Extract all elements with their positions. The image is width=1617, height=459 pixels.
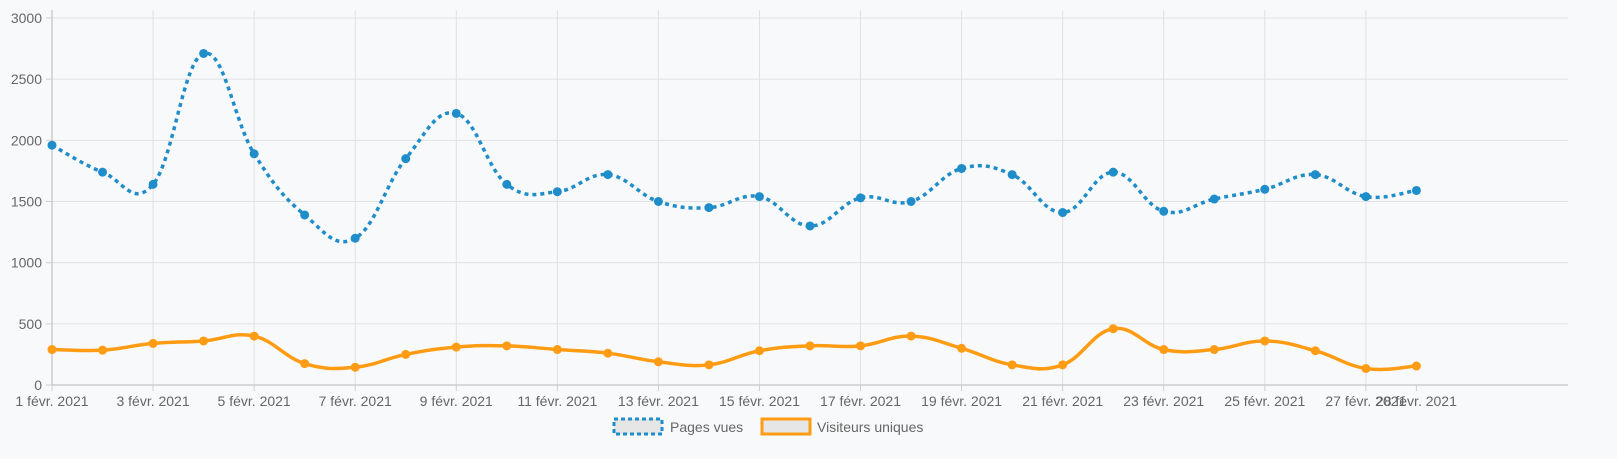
data-point bbox=[1058, 208, 1068, 218]
y-tick-label: 1500 bbox=[11, 194, 42, 210]
data-point bbox=[451, 108, 461, 118]
data-point bbox=[148, 179, 158, 189]
x-tick-label: 9 févr. 2021 bbox=[420, 393, 493, 409]
data-point bbox=[300, 359, 310, 369]
data-point bbox=[906, 331, 916, 341]
data-point bbox=[1058, 360, 1068, 370]
x-tick-label: 15 févr. 2021 bbox=[719, 393, 800, 409]
series-pages-vues bbox=[47, 48, 1421, 244]
data-point bbox=[451, 342, 461, 352]
data-point bbox=[1209, 345, 1219, 355]
data-point bbox=[1310, 346, 1320, 356]
data-point bbox=[1361, 363, 1371, 373]
x-tick-label: 11 févr. 2021 bbox=[517, 393, 597, 409]
data-point bbox=[856, 193, 866, 203]
data-point bbox=[1007, 170, 1017, 180]
data-point bbox=[754, 192, 764, 202]
data-point bbox=[552, 187, 562, 197]
series-group bbox=[47, 48, 1421, 373]
legend-label: Pages vues bbox=[670, 419, 743, 435]
data-point bbox=[502, 341, 512, 351]
y-tick-label: 2500 bbox=[11, 71, 42, 87]
data-point bbox=[906, 197, 916, 206]
y-tick-label: 0 bbox=[34, 377, 42, 393]
data-point bbox=[653, 357, 663, 367]
data-point bbox=[502, 179, 512, 189]
x-tick-label: 5 févr. 2021 bbox=[218, 393, 291, 409]
data-point bbox=[856, 341, 866, 351]
data-point bbox=[957, 163, 967, 173]
x-tick-label: 25 févr. 2021 bbox=[1224, 393, 1305, 409]
data-point bbox=[1411, 185, 1421, 195]
x-tick-label: 17 févr. 2021 bbox=[820, 393, 901, 409]
legend-swatch bbox=[612, 417, 664, 436]
data-point bbox=[754, 346, 764, 356]
data-point bbox=[249, 331, 259, 341]
legend[interactable]: Pages vues Visiteurs uniques bbox=[612, 417, 923, 436]
data-point bbox=[552, 345, 562, 355]
data-point bbox=[603, 348, 613, 358]
data-point bbox=[199, 48, 209, 58]
data-point bbox=[148, 338, 158, 348]
grid bbox=[51, 10, 1568, 386]
data-point bbox=[47, 345, 57, 355]
data-point bbox=[1108, 324, 1118, 334]
x-tick-label: 13 févr. 2021 bbox=[618, 393, 699, 409]
data-point bbox=[1159, 345, 1169, 355]
x-tick-label: 19 févr. 2021 bbox=[921, 393, 1002, 409]
data-point bbox=[1361, 192, 1371, 202]
data-point bbox=[1007, 360, 1017, 370]
x-tick-label: 28 févr. 2021 bbox=[1376, 393, 1457, 409]
x-axis-ticks: 1 févr. 2021 3 févr. 2021 5 févr. 2021 7 fé… bbox=[15, 385, 1457, 409]
data-point bbox=[704, 203, 714, 213]
data-point bbox=[1209, 194, 1219, 204]
data-point bbox=[300, 210, 310, 220]
legend-item-pages-vues[interactable]: Pages vues bbox=[612, 417, 743, 436]
data-point bbox=[350, 233, 360, 243]
data-point bbox=[350, 362, 360, 372]
data-point bbox=[653, 197, 663, 206]
data-point bbox=[47, 140, 57, 150]
data-point bbox=[1159, 206, 1169, 216]
x-tick-label: 3 févr. 2021 bbox=[116, 393, 189, 409]
x-tick-label: 7 févr. 2021 bbox=[319, 393, 392, 409]
data-point bbox=[704, 360, 714, 370]
data-point bbox=[249, 149, 259, 159]
y-tick-label: 500 bbox=[19, 316, 43, 332]
data-point bbox=[98, 345, 108, 355]
y-tick-label: 1000 bbox=[11, 255, 42, 271]
legend-label: Visiteurs uniques bbox=[817, 419, 923, 435]
y-tick-label: 2000 bbox=[11, 132, 42, 148]
data-point bbox=[1411, 361, 1421, 371]
data-point bbox=[401, 349, 411, 359]
data-point bbox=[805, 221, 815, 231]
data-point bbox=[199, 336, 209, 346]
series-visiteurs-uniques bbox=[47, 324, 1421, 373]
data-point bbox=[1260, 336, 1270, 346]
data-point bbox=[1260, 184, 1270, 194]
legend-item-visiteurs-uniques[interactable]: Visiteurs uniques bbox=[760, 417, 923, 436]
x-tick-label: 23 févr. 2021 bbox=[1123, 393, 1204, 409]
y-axis-ticks: 0 500 1000 1500 2000 2500 3000 bbox=[11, 10, 52, 393]
data-point bbox=[805, 341, 815, 351]
axes bbox=[51, 10, 1568, 386]
data-point bbox=[98, 167, 108, 177]
series-line bbox=[51, 51, 1417, 244]
data-point bbox=[1310, 170, 1320, 180]
data-point bbox=[401, 154, 411, 164]
x-tick-label: 21 févr. 2021 bbox=[1022, 393, 1103, 409]
x-tick-label: 27 févr. 2021 bbox=[1325, 393, 1406, 409]
data-point bbox=[1108, 167, 1118, 177]
data-point bbox=[603, 170, 613, 180]
y-tick-label: 3000 bbox=[11, 10, 42, 26]
data-point bbox=[957, 343, 967, 353]
legend-swatch bbox=[760, 417, 812, 436]
series-line bbox=[51, 326, 1417, 372]
x-tick-label: 1 févr. 2021 bbox=[15, 393, 88, 409]
